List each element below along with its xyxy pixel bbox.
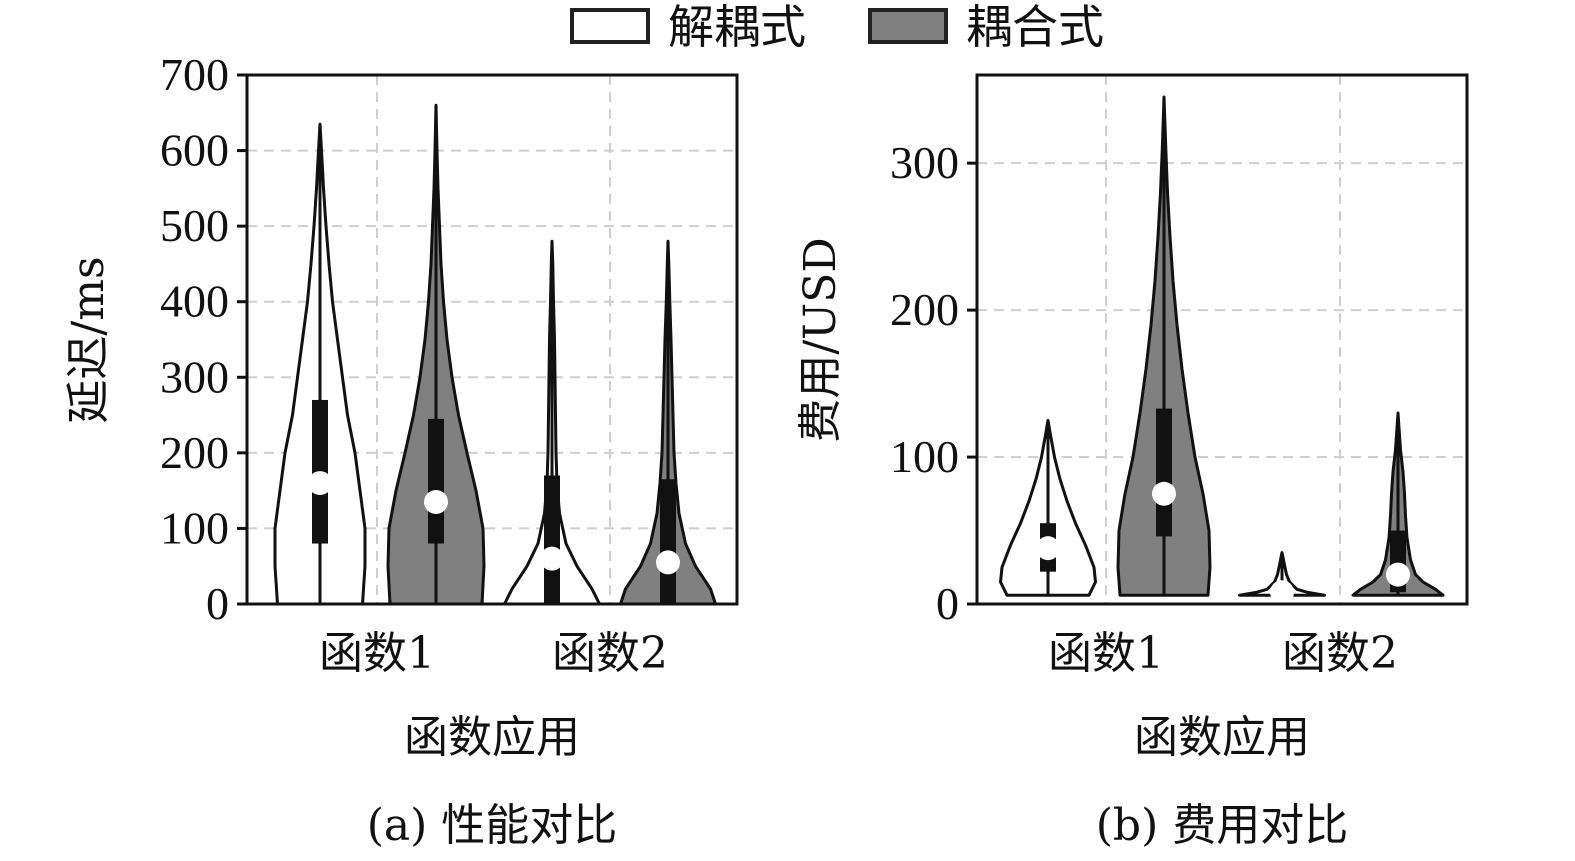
violins-latency — [273, 103, 717, 606]
category-label-func1-cost: 函数1 — [1048, 628, 1164, 679]
violin-median-latency-s0-c0 — [308, 471, 332, 496]
violin-median-cost-s0-c1 — [1270, 580, 1294, 605]
legend-swatch-coupled — [868, 8, 948, 44]
legend-label-coupled: 耦合式 — [966, 0, 1104, 54]
y-tick-label-latency: 100 — [160, 502, 229, 553]
category-label-func2-cost: 函数2 — [1282, 628, 1398, 679]
x-axis-title-latency: 函数应用 — [404, 712, 580, 763]
caption-latency: (a) 性能对比 — [367, 800, 618, 851]
panel-latency: 0 100 200 300 400 500 600 700 函数1 函数2 函数应用 延迟/m… — [63, 49, 739, 851]
legend-swatch-decoupled — [570, 8, 650, 44]
y-ticks-cost: 0 100 200 300 — [890, 137, 977, 629]
caption-cost: (b) 费用对比 — [1096, 800, 1348, 851]
category-label-func1-latency: 函数1 — [319, 628, 435, 679]
legend: 解耦式 耦合式 — [570, 0, 1104, 54]
y-tick-label-latency: 0 — [206, 578, 229, 629]
plot-frame-latency — [245, 73, 739, 606]
y-tick-label-latency: 500 — [160, 200, 229, 251]
y-tick-label-cost: 0 — [936, 578, 959, 629]
y-tick-label-cost: 100 — [890, 431, 959, 482]
y-tick-label-latency: 600 — [160, 125, 229, 176]
violin-iqr-latency-s1-c0 — [428, 418, 444, 544]
violin-iqr-cost-s1-c0 — [1156, 408, 1172, 537]
violin-median-latency-s1-c1 — [656, 550, 680, 575]
violins-cost — [999, 95, 1445, 605]
plot-frame-cost — [975, 73, 1469, 606]
y-tick-label-cost: 200 — [890, 284, 959, 335]
category-label-func2-latency: 函数2 — [552, 628, 668, 679]
grid-cost — [977, 75, 1467, 604]
y-tick-label-latency: 400 — [160, 276, 229, 327]
violin-iqr-latency-s1-c1 — [660, 479, 676, 604]
violin-median-cost-s1-c1 — [1386, 562, 1410, 587]
y-tick-label-latency: 200 — [160, 427, 229, 478]
y-tick-label-latency: 700 — [160, 49, 229, 100]
y-tick-label-latency: 300 — [160, 351, 229, 402]
panel-cost: 0 100 200 300 函数1 函数2 函数应用 费用/USD (b) 费用对比 — [795, 73, 1469, 851]
violin-iqr-latency-s0-c1 — [544, 475, 560, 604]
violin-median-latency-s0-c1 — [540, 546, 564, 571]
violin-median-cost-s0-c0 — [1036, 536, 1060, 561]
grid-latency — [247, 75, 737, 604]
y-tick-label-cost: 300 — [890, 137, 959, 188]
y-axis-title-latency: 延迟/ms — [63, 256, 114, 423]
violin-median-cost-s1-c0 — [1152, 481, 1176, 506]
x-axis-title-cost: 函数应用 — [1134, 712, 1310, 763]
violin-median-latency-s1-c0 — [424, 489, 448, 514]
y-ticks-latency: 0 100 200 300 400 500 600 700 — [160, 49, 247, 629]
legend-label-decoupled: 解耦式 — [668, 0, 806, 54]
y-axis-title-cost: 费用/USD — [795, 237, 846, 442]
